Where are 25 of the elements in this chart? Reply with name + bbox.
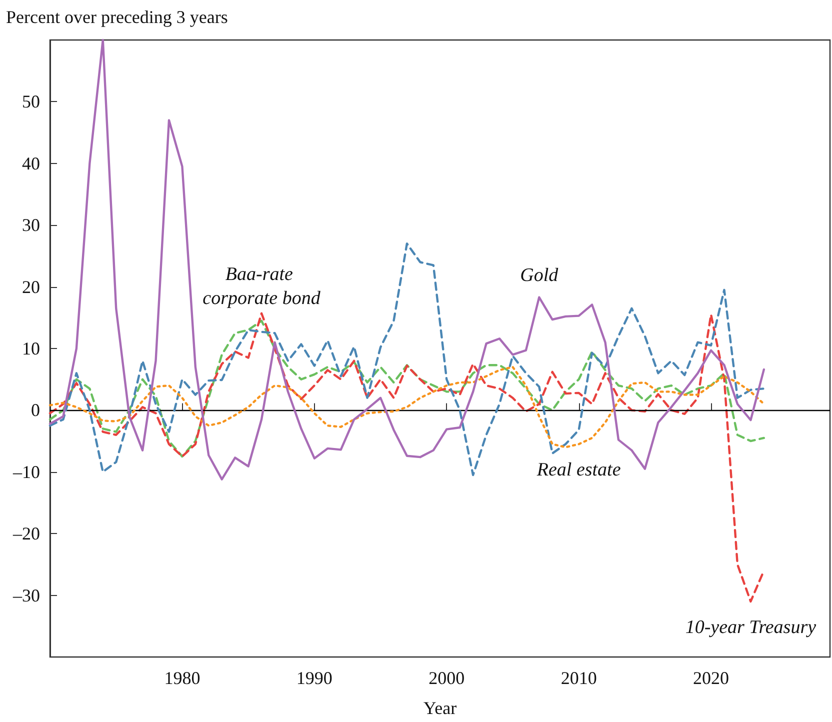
y-tick-label: 30 xyxy=(22,215,40,236)
annotation: Baa-rate corporate bond xyxy=(202,264,321,310)
annotation: Real estate xyxy=(536,460,621,481)
x-axis-title: Year xyxy=(423,698,457,718)
y-tick-label: 20 xyxy=(22,276,40,297)
line-series xyxy=(48,312,765,603)
y-tick-label: 40 xyxy=(22,153,40,174)
x-tick-label: 2010 xyxy=(560,668,597,688)
y-axis-title: Percent over preceding 3 years xyxy=(6,7,228,27)
line-series xyxy=(48,320,765,458)
y-tick-label: 10 xyxy=(22,338,40,358)
y-tick-label: 0 xyxy=(31,400,40,420)
y-tick-label: –20 xyxy=(12,524,40,544)
x-tick-label: 2020 xyxy=(693,668,730,688)
x-tick-label: 2000 xyxy=(428,668,465,688)
annotation: 10-year Treasury xyxy=(685,616,817,638)
y-tick-label: –30 xyxy=(12,585,40,606)
line-series xyxy=(48,242,765,476)
annotation: Gold xyxy=(520,264,559,286)
x-tick-label: 1990 xyxy=(296,668,332,688)
line-series xyxy=(48,38,765,480)
x-tick-label: 1980 xyxy=(164,668,200,688)
y-tick-label: 50 xyxy=(22,92,40,112)
line-series xyxy=(48,366,765,448)
y-tick-label: –10 xyxy=(12,462,40,482)
